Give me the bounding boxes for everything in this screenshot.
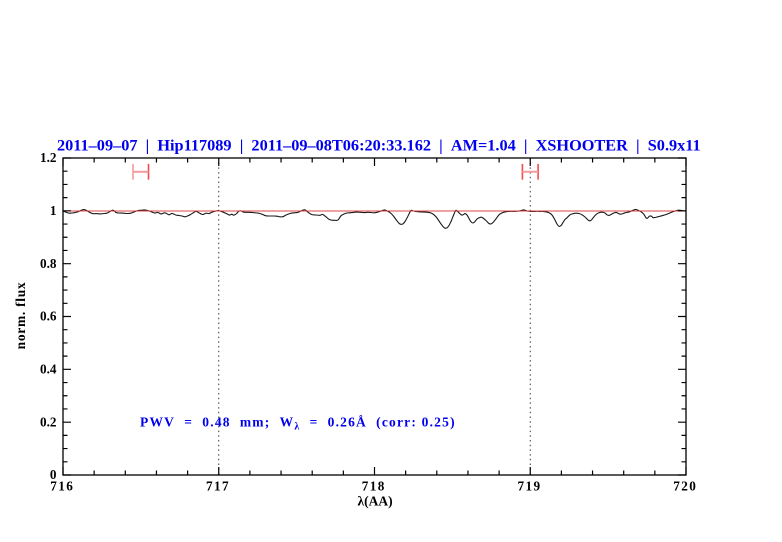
- svg-text:1: 1: [50, 203, 57, 218]
- svg-text:norm. flux: norm. flux: [13, 282, 28, 350]
- svg-text:0.2: 0.2: [40, 414, 57, 429]
- svg-text:λ(AA): λ(AA): [357, 494, 392, 509]
- svg-text:716: 716: [50, 479, 74, 494]
- svg-text:719: 719: [518, 479, 542, 494]
- svg-text:0.8: 0.8: [40, 256, 57, 271]
- svg-text:717: 717: [206, 479, 230, 494]
- svg-text:1.2: 1.2: [40, 150, 57, 165]
- svg-text:0.6: 0.6: [40, 309, 57, 324]
- svg-text:PWV = 0.48 mm; Wλ = 0.26: PWV = 0.48 mm; Wλ = 0.26Å (corr: 0.25): [140, 415, 456, 433]
- svg-text:718: 718: [362, 479, 386, 494]
- svg-text:0.4: 0.4: [40, 362, 57, 377]
- svg-text:0: 0: [50, 467, 57, 482]
- svg-text:2011–09–07 | Hip117089 | 2: 2011–09–07 | Hip117089 | 2011–09–08T06:2…: [57, 136, 701, 155]
- svg-text:720: 720: [673, 479, 697, 494]
